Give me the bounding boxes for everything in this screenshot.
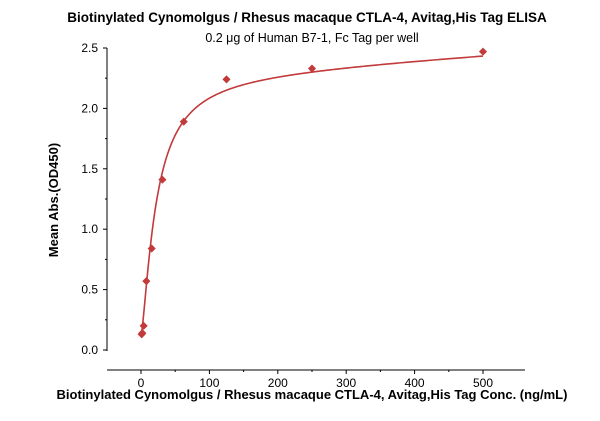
x-tick-label: 200 — [268, 376, 288, 390]
data-point-diamond — [307, 64, 317, 73]
y-tick-label: 2.5 — [81, 41, 98, 55]
x-tick-label: 0 — [138, 376, 145, 390]
y-tick-label: 0.0 — [81, 343, 98, 357]
data-markers — [137, 47, 488, 339]
data-point-diamond — [139, 321, 148, 330]
data-point-diamond — [138, 328, 147, 338]
y-tick-label: 1.5 — [81, 162, 98, 176]
y-ticks: 0.0 0.5 1.0 1.5 2.0 2.5 — [81, 41, 107, 357]
data-point-diamond — [147, 244, 156, 253]
x-tick-label: 100 — [199, 376, 219, 390]
x-tick-label: 400 — [405, 376, 425, 390]
x-tick-label: 500 — [473, 376, 493, 390]
y-axis-label: Mean Abs.(OD450) — [46, 143, 61, 257]
plot-area: 0.0 0.5 1.0 1.5 2.0 2.5 0 100 200 300 400 500 — [81, 41, 525, 390]
fit-curve — [140, 55, 484, 335]
x-tick-label: 300 — [336, 376, 356, 390]
y-tick-label: 0.5 — [81, 283, 98, 297]
chart-title: Biotinylated Cynomolgus / Rhesus macaque… — [67, 10, 547, 25]
data-point-diamond — [478, 47, 488, 56]
chart-subtitle: 0.2 μg of Human B7-1, Fc Tag per well — [205, 31, 418, 45]
x-ticks: 0 100 200 300 400 500 — [138, 370, 493, 390]
y-tick-label: 1.0 — [81, 222, 98, 236]
data-point-diamond — [179, 117, 188, 126]
y-tick-label: 2.0 — [81, 101, 98, 115]
x-axis-label: Biotinylated Cynomolgus / Rhesus macaque… — [57, 387, 568, 402]
data-point-diamond — [222, 75, 231, 84]
data-point-diamond — [142, 276, 151, 286]
data-point-diamond — [158, 175, 167, 184]
